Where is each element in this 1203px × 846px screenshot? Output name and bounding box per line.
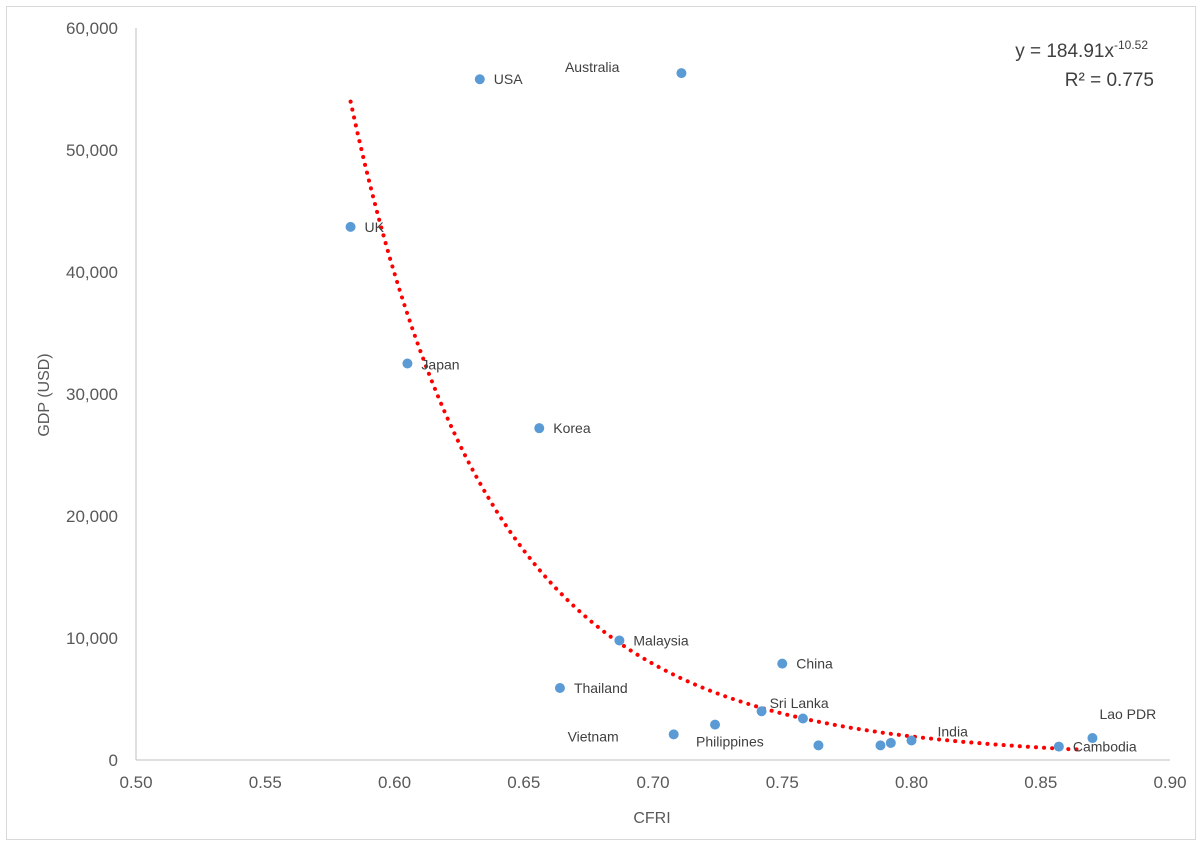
data-point <box>1087 733 1098 744</box>
point-label: Sri Lanka <box>770 695 829 711</box>
data-point <box>710 719 721 730</box>
y-tick-label: 0 <box>109 751 118 770</box>
x-axis-title: CFRI <box>633 810 670 827</box>
point-label: Cambodia <box>1073 739 1137 755</box>
data-point <box>1053 741 1064 752</box>
y-axis-title: GDP (USD) <box>36 353 53 436</box>
chart-frame <box>6 6 1196 840</box>
y-tick-label: 40,000 <box>66 263 118 282</box>
data-point <box>885 737 896 748</box>
trendline-equation: y = 184.91x-10.52 <box>1015 38 1148 62</box>
x-tick-label: 0.70 <box>636 773 669 792</box>
x-tick-label: 0.90 <box>1153 773 1186 792</box>
data-point <box>668 729 679 740</box>
point-label: India <box>938 723 969 739</box>
point-labels: USA Australia UK Japan Korea Malaysia China Tha… <box>365 59 1157 754</box>
point-label: Japan <box>421 357 459 373</box>
point-label: USA <box>494 71 523 87</box>
x-tick-label: 0.75 <box>766 773 799 792</box>
data-point <box>875 740 886 751</box>
x-tick-label: 0.55 <box>249 773 282 792</box>
y-tick-label: 60,000 <box>66 19 118 38</box>
point-label: Philippines <box>696 734 764 750</box>
trendline <box>348 99 1082 752</box>
y-tick-label: 20,000 <box>66 507 118 526</box>
point-label: Lao PDR <box>1099 706 1156 722</box>
point-label: Malaysia <box>633 632 688 648</box>
data-point <box>676 68 687 79</box>
data-point <box>813 740 824 751</box>
equation-base: y = 184.91x <box>1015 41 1114 62</box>
equation-exponent: -10.52 <box>1114 38 1148 52</box>
x-tick-label: 0.65 <box>507 773 540 792</box>
data-point <box>554 683 565 694</box>
r-squared: R² = 0.775 <box>1065 70 1154 91</box>
x-tick-label: 0.50 <box>119 773 152 792</box>
data-point <box>402 358 413 369</box>
x-tick-label: 0.60 <box>378 773 411 792</box>
point-label: Vietnam <box>568 728 619 744</box>
data-point <box>474 74 485 85</box>
y-tick-label: 50,000 <box>66 141 118 160</box>
power-trendline <box>348 99 1082 752</box>
data-point <box>534 423 545 434</box>
x-tick-labels: 0.50 0.55 0.60 0.65 0.70 0.75 0.80 0.85 0.90 <box>119 773 1186 792</box>
data-point <box>614 635 625 646</box>
point-label: China <box>796 656 833 672</box>
data-point <box>777 658 788 669</box>
point-label: Thailand <box>574 680 628 696</box>
point-label: Korea <box>553 420 591 436</box>
point-label: UK <box>365 219 385 235</box>
data-point <box>906 735 917 746</box>
data-point <box>345 221 356 232</box>
data-points <box>345 68 1098 752</box>
x-tick-label: 0.80 <box>895 773 928 792</box>
y-tick-label: 10,000 <box>66 629 118 648</box>
y-tick-labels: 0 10,000 20,000 30,000 40,000 50,000 60,000 <box>66 19 118 770</box>
x-tick-label: 0.85 <box>1024 773 1057 792</box>
data-point <box>797 713 808 724</box>
data-point <box>756 706 767 717</box>
y-tick-label: 30,000 <box>66 385 118 404</box>
point-label: Australia <box>565 59 620 75</box>
